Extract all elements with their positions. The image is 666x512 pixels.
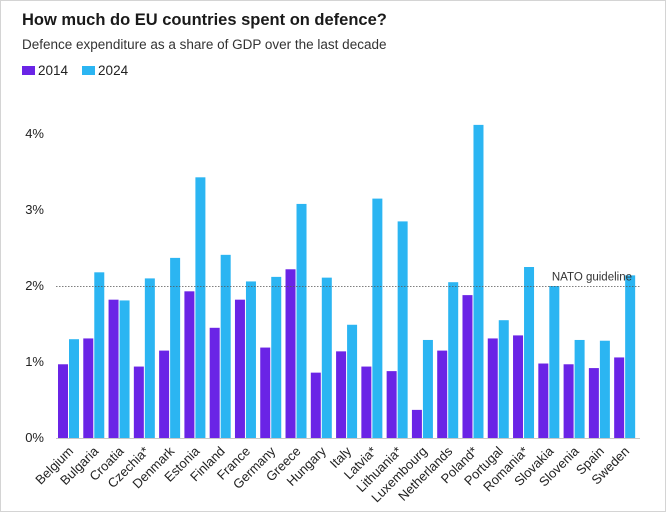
bar-2024 xyxy=(372,198,383,438)
bar-2014 xyxy=(133,366,144,438)
bar-2014 xyxy=(159,350,170,438)
bar-2024 xyxy=(498,320,509,438)
bar-2014 xyxy=(588,368,599,438)
bar-2014 xyxy=(310,372,321,438)
bar-2014 xyxy=(487,338,498,438)
bar-2024 xyxy=(94,272,105,438)
bar-2014 xyxy=(260,347,271,438)
bar-2014 xyxy=(234,299,245,438)
bar-2014 xyxy=(437,350,448,438)
chart-title: How much do EU countries spent on defenc… xyxy=(22,11,387,29)
bar-2024 xyxy=(473,124,484,438)
bar-2024 xyxy=(549,286,560,438)
bar-2014 xyxy=(336,351,347,438)
y-tick-label: 3% xyxy=(25,202,44,217)
bar-2014 xyxy=(563,364,574,438)
bar-2024 xyxy=(245,281,256,438)
bar-2014 xyxy=(184,291,195,438)
bar-2024 xyxy=(574,339,585,438)
bar-2014 xyxy=(513,335,524,438)
bar-2024 xyxy=(69,339,79,438)
bar-2014 xyxy=(285,269,296,438)
bar-2024 xyxy=(144,278,155,438)
bar-2024 xyxy=(321,277,332,438)
bar-2024 xyxy=(119,300,130,438)
y-tick-label: 1% xyxy=(25,354,44,369)
bar-2024 xyxy=(195,177,206,438)
bar-2014 xyxy=(614,357,625,438)
bar-2014 xyxy=(209,327,220,438)
bar-2024 xyxy=(524,267,535,438)
y-tick-label: 0% xyxy=(25,430,44,445)
legend-swatch-2024 xyxy=(82,66,96,75)
chart-subtitle: Defence expenditure as a share of GDP ov… xyxy=(22,37,387,52)
bar-2014 xyxy=(361,366,372,438)
legend-item-2014: 2014 xyxy=(22,63,68,78)
bar-2014 xyxy=(386,371,397,438)
legend-label-2024: 2024 xyxy=(98,63,129,78)
bar-2014 xyxy=(411,409,422,438)
bar-2014 xyxy=(538,363,549,438)
bar-2024 xyxy=(296,203,307,438)
y-tick-label: 2% xyxy=(25,278,44,293)
bar-2024 xyxy=(170,257,181,438)
legend-item-2024: 2024 xyxy=(82,63,128,78)
bar-2024 xyxy=(271,276,282,438)
chart-legend: 2014 2024 xyxy=(22,63,142,78)
legend-label-2014: 2014 xyxy=(38,63,69,78)
bar-2024 xyxy=(448,282,459,438)
legend-swatch-2014 xyxy=(22,66,35,75)
bar-2024 xyxy=(625,275,636,438)
bar-2024 xyxy=(397,221,408,438)
bar-2014 xyxy=(83,338,94,438)
bar-2024 xyxy=(422,339,433,438)
y-tick-label: 4% xyxy=(25,126,44,141)
bar-2014 xyxy=(58,364,68,438)
bar-2014 xyxy=(108,299,119,438)
bar-2014 xyxy=(462,295,473,438)
bar-2024 xyxy=(220,254,231,438)
nato-guideline-label: NATO guideline xyxy=(552,272,632,284)
bar-2024 xyxy=(347,324,358,438)
bar-2024 xyxy=(599,340,610,438)
